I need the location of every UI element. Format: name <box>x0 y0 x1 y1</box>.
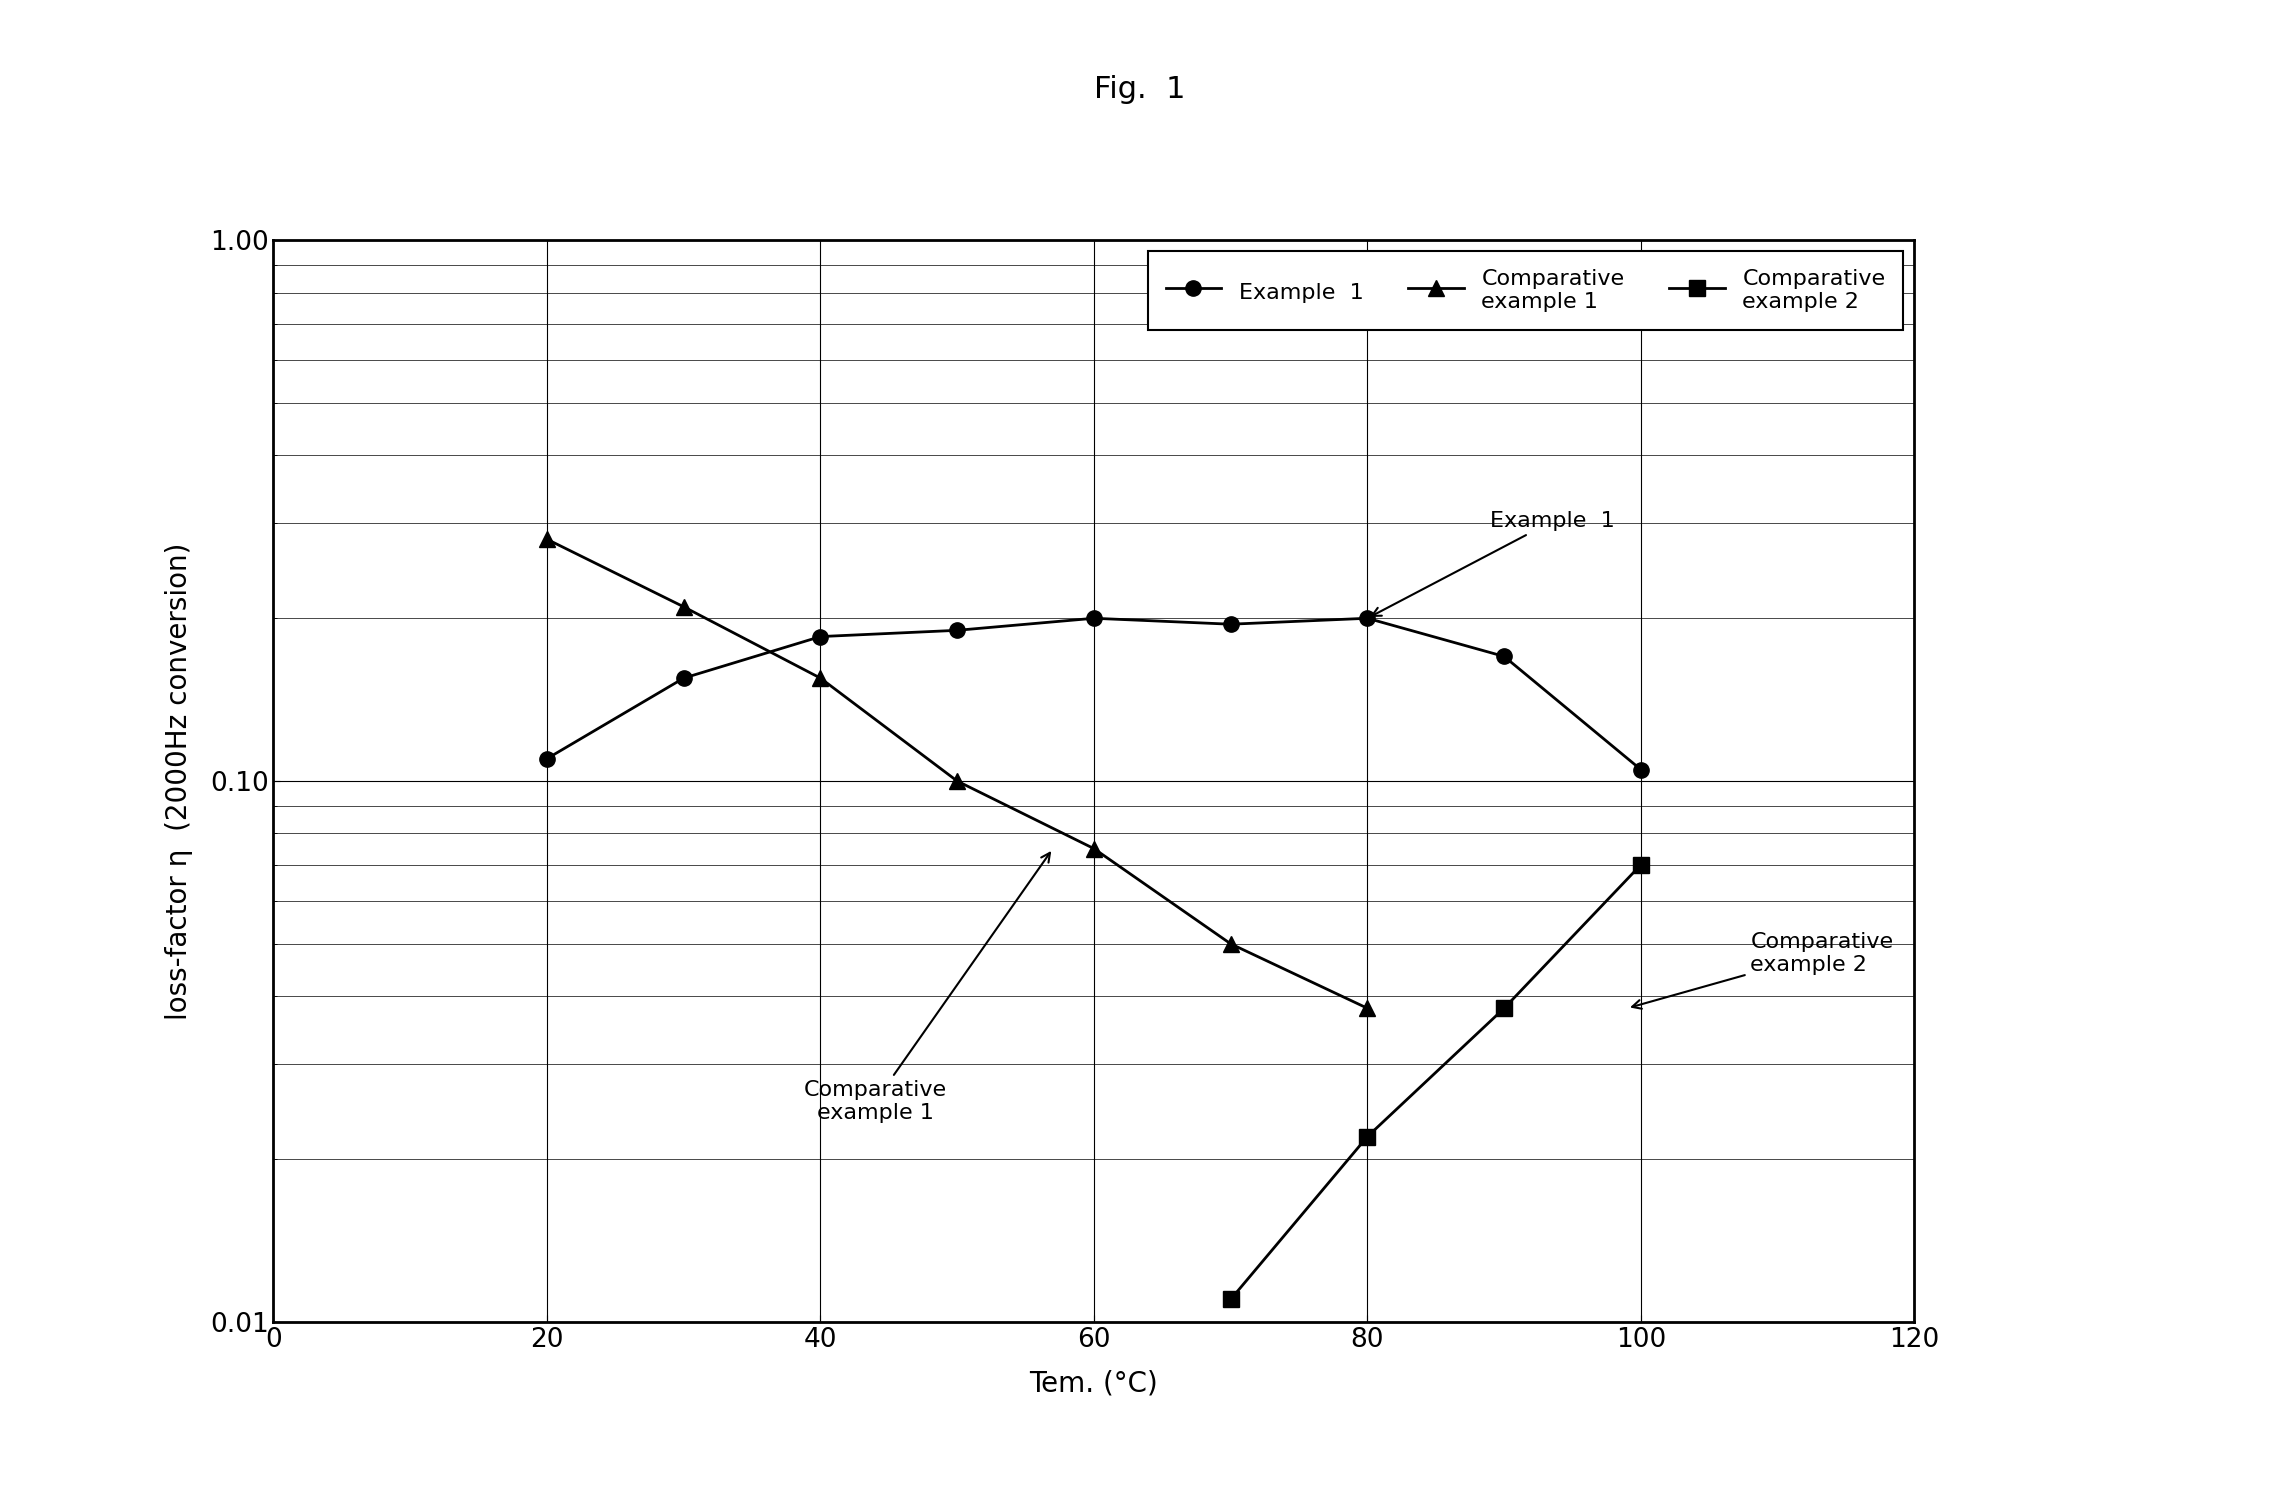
Y-axis label: loss-factor η  (2000Hz conversion): loss-factor η (2000Hz conversion) <box>164 542 194 1020</box>
Text: Comparative
example 2: Comparative example 2 <box>1632 931 1894 1009</box>
Legend: Example  1, Comparative
example 1, Comparative
example 2: Example 1, Comparative example 1, Compar… <box>1149 251 1903 330</box>
X-axis label: Tem. (°C): Tem. (°C) <box>1030 1370 1158 1397</box>
Text: Comparative
example 1: Comparative example 1 <box>804 853 1051 1123</box>
Text: Example  1: Example 1 <box>1372 511 1616 616</box>
Text: Fig.  1: Fig. 1 <box>1094 75 1185 104</box>
